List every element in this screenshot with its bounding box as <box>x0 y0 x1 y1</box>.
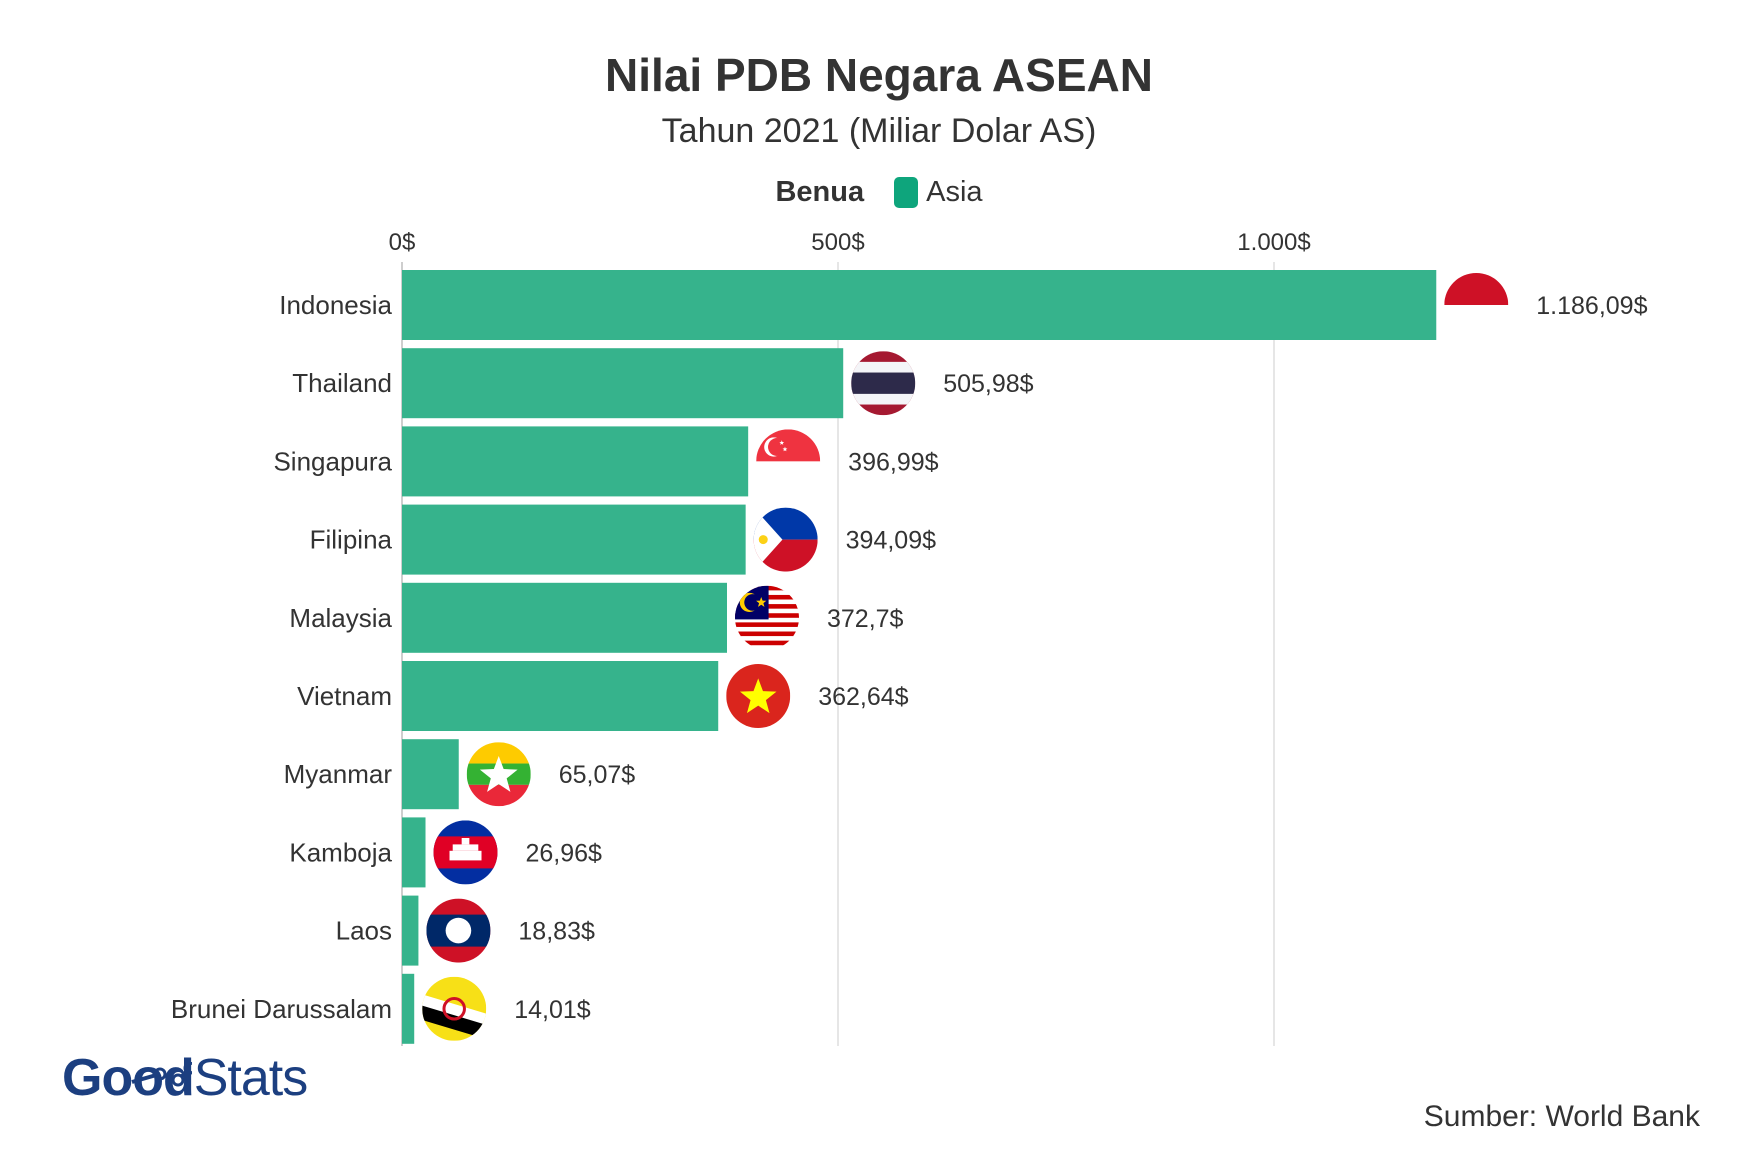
cambodia-flag-icon <box>433 820 498 885</box>
bar <box>402 895 419 966</box>
brunei-flag-icon <box>422 976 487 1041</box>
category-label: Malaysia <box>289 603 392 633</box>
malaysia-flag-icon <box>734 585 799 650</box>
value-label: 1.186,09$ <box>1536 292 1647 320</box>
value-label: 65,07$ <box>559 761 636 789</box>
chart-title: Nilai PDB Negara ASEAN <box>605 49 1153 101</box>
value-label: 26,96$ <box>526 839 603 867</box>
goodstats-logo-mark <box>131 1062 192 1087</box>
legend-swatch-asia <box>894 177 919 208</box>
value-label: 372,7$ <box>827 605 904 633</box>
bar <box>402 973 415 1044</box>
category-label: Brunei Darussalam <box>171 994 392 1024</box>
category-label: Indonesia <box>279 290 392 320</box>
indonesia-flag-icon <box>1444 273 1509 337</box>
bar <box>402 817 426 888</box>
value-label: 396,99$ <box>848 448 938 476</box>
x-axis-ticks: 0$ 500$ 1.000$ <box>389 229 1311 256</box>
bar <box>402 582 727 653</box>
bar <box>402 426 749 497</box>
bar <box>402 504 746 575</box>
x-tick-label: 500$ <box>811 229 864 256</box>
philippines-flag-icon <box>753 507 818 572</box>
logo-stats-text: Stats <box>193 1049 308 1107</box>
bar <box>402 348 844 419</box>
legend: Benua Asia <box>0 176 1758 209</box>
value-label: 18,83$ <box>518 918 595 946</box>
category-label: Kamboja <box>289 837 392 867</box>
logo-good-text: Good <box>62 1049 195 1107</box>
singapore-flag-icon <box>756 429 821 494</box>
goodstats-logo: GoodStats <box>62 1048 308 1108</box>
myanmar-flag-icon <box>466 742 531 807</box>
value-label: 505,98$ <box>943 370 1033 398</box>
value-label: 362,64$ <box>818 683 908 711</box>
legend-title: Benua <box>775 176 865 208</box>
laos-flag-icon <box>426 898 491 963</box>
category-label: Thailand <box>292 368 392 398</box>
category-label: Filipina <box>310 525 393 555</box>
bars: Indonesia 1.186,09$ Thailand 505,98$ Singapu… <box>171 270 1648 1044</box>
bar <box>402 739 459 810</box>
source-note: Sumber: World Bank <box>1423 1100 1700 1133</box>
chart-subtitle: Tahun 2021 (Miliar Dolar AS) <box>661 112 1097 150</box>
value-label: 14,01$ <box>514 996 591 1024</box>
bar <box>402 270 1437 340</box>
x-tick-label: 0$ <box>389 229 416 256</box>
vietnam-flag-icon <box>726 664 791 728</box>
category-label: Vietnam <box>297 681 392 711</box>
value-label: 394,09$ <box>846 527 936 555</box>
bar <box>402 661 719 731</box>
thailand-flag-icon <box>851 351 916 416</box>
category-label: Singapura <box>273 446 392 476</box>
category-label: Myanmar <box>284 759 393 789</box>
x-tick-label: 1.000$ <box>1237 229 1310 256</box>
category-label: Laos <box>336 916 392 946</box>
legend-label-asia: Asia <box>926 176 983 208</box>
